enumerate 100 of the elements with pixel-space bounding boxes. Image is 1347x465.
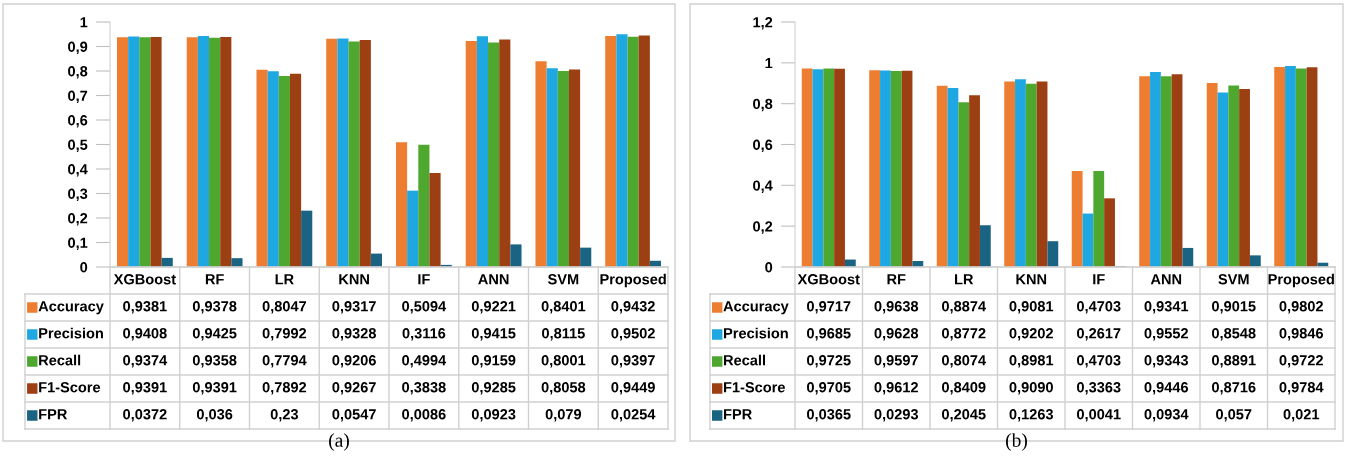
data-label: 0,079 [545,409,582,422]
data-label: 0,8401 [541,301,586,314]
x-tick-label: RF [205,274,224,285]
x-tick-label: Proposed [600,273,666,288]
data-label: 0,9722 [1279,355,1323,368]
data-label: 0,9502 [611,328,655,341]
data-label: 0,3116 [402,328,446,341]
y-tick-label: 0,5 [68,139,88,153]
text: (a) [329,433,349,451]
data-label: 0,9638 [874,301,919,314]
data-label: 0,0365 [807,409,851,422]
data-label: 0,9802 [1279,301,1323,314]
y-tick-label: 0,2 [68,213,88,226]
data-label: 0,9391 [123,382,167,395]
data-label: 0,8891 [1212,355,1256,368]
data-label: 0,9552 [1144,328,1188,341]
data-label: 0,4703 [1077,301,1121,314]
text: (b) [1006,433,1027,451]
x-tick-label: RF [887,274,906,285]
x-tick-label: ANN [478,274,509,285]
x-tick-label: Proposed [1268,273,1334,288]
data-label: 0,036 [196,409,233,422]
y-tick-label: 0 [765,262,773,273]
data-label: 0,9081 [1009,301,1054,314]
y-tick-label: 0,4 [753,180,773,193]
data-label: 0,9705 [807,382,851,395]
data-label: 0,8409 [942,382,986,395]
legend-label: F1-Score [39,382,101,393]
data-label: 0,2617 [1077,328,1121,341]
data-label: 0,9206 [332,355,376,368]
data-label: 0,8548 [1212,328,1256,341]
data-label: 0,9415 [471,328,516,341]
legend-label: FPR [724,409,752,420]
legend-label: Recall [724,354,765,366]
data-label: 0,9408 [123,328,167,341]
y-tick-label: 0,4 [68,164,88,177]
x-tick-label: IF [418,274,430,285]
data-label: 0,8772 [942,328,986,341]
data-label: 0,8981 [1009,355,1054,368]
data-label: 0,8074 [942,355,986,368]
data-label: 0,9784 [1279,382,1324,395]
data-label: 0,23 [270,409,299,422]
x-tick-label: KNN [1016,274,1047,285]
legend-label: F1-Score [724,382,785,393]
data-label: 0,3838 [402,382,446,395]
legend-label: Precision [724,327,788,339]
data-label: 0,8874 [942,301,986,314]
x-tick-label: SVM [1218,274,1249,285]
data-label: 0,9317 [332,301,376,314]
y-tick-label: 0,8 [753,98,773,112]
data-label: 0,021 [1283,409,1320,422]
data-label: 0,7892 [262,382,307,395]
legend-label: Precision [39,327,103,339]
data-label: 0,8047 [262,301,307,314]
data-label: 0,7992 [262,328,307,341]
x-tick-label: ANN [1150,274,1182,285]
data-label: 0,9159 [471,355,516,368]
data-label: 0,0372 [123,409,167,422]
data-label: 0,0547 [332,409,376,422]
data-label: 0,9628 [874,328,919,341]
data-label: 0,8115 [542,328,585,341]
y-tick-label: 0,3 [68,188,88,202]
legend-label: Recall [39,354,81,366]
data-label: 0,4994 [402,355,447,368]
data-label: 0,5094 [402,301,447,314]
y-tick-label: 0,1 [68,237,88,251]
y-tick-label: 0,9 [68,41,88,55]
data-label: 0,9378 [192,301,237,314]
y-tick-label: 1 [765,58,773,69]
y-tick-label: 1 [80,17,88,28]
data-label: 0,9717 [807,301,851,314]
y-tick-label: 0,8 [68,66,88,79]
y-tick-label: 0,6 [753,139,773,153]
y-tick-label: 1,2 [753,17,773,30]
data-label: 0,9425 [192,328,237,341]
data-label: 0,9358 [192,355,237,368]
data-label: 0,9341 [1144,301,1189,314]
legend-label: Accuracy [723,301,789,315]
x-tick-label: XGBoost [113,274,176,285]
data-label: 0,1263 [1009,409,1054,422]
data-label: 0,2045 [942,409,986,422]
data-label: 0,0934 [1144,409,1189,422]
data-label: 0,9446 [1144,382,1189,395]
data-label: 0,4703 [1077,355,1121,368]
data-label: 0,0923 [471,409,516,422]
data-label: 0,9343 [1144,355,1189,368]
y-tick-label: 0 [80,262,88,273]
data-label: 0,9221 [471,301,516,314]
data-label: 0,9846 [1279,328,1324,341]
x-tick-label: KNN [339,274,369,285]
data-label: 0,9685 [807,328,851,341]
data-label: 0,9202 [1009,328,1053,341]
data-label: 0,8001 [541,355,586,368]
data-label: 0,0254 [611,409,656,422]
x-tick-label: LR [955,274,974,285]
data-label: 0,9725 [807,355,851,368]
data-label: 0,9597 [874,355,918,368]
data-label: 0,7794 [262,355,307,368]
data-label: 0,9391 [192,382,237,395]
x-tick-label: SVM [547,274,579,285]
